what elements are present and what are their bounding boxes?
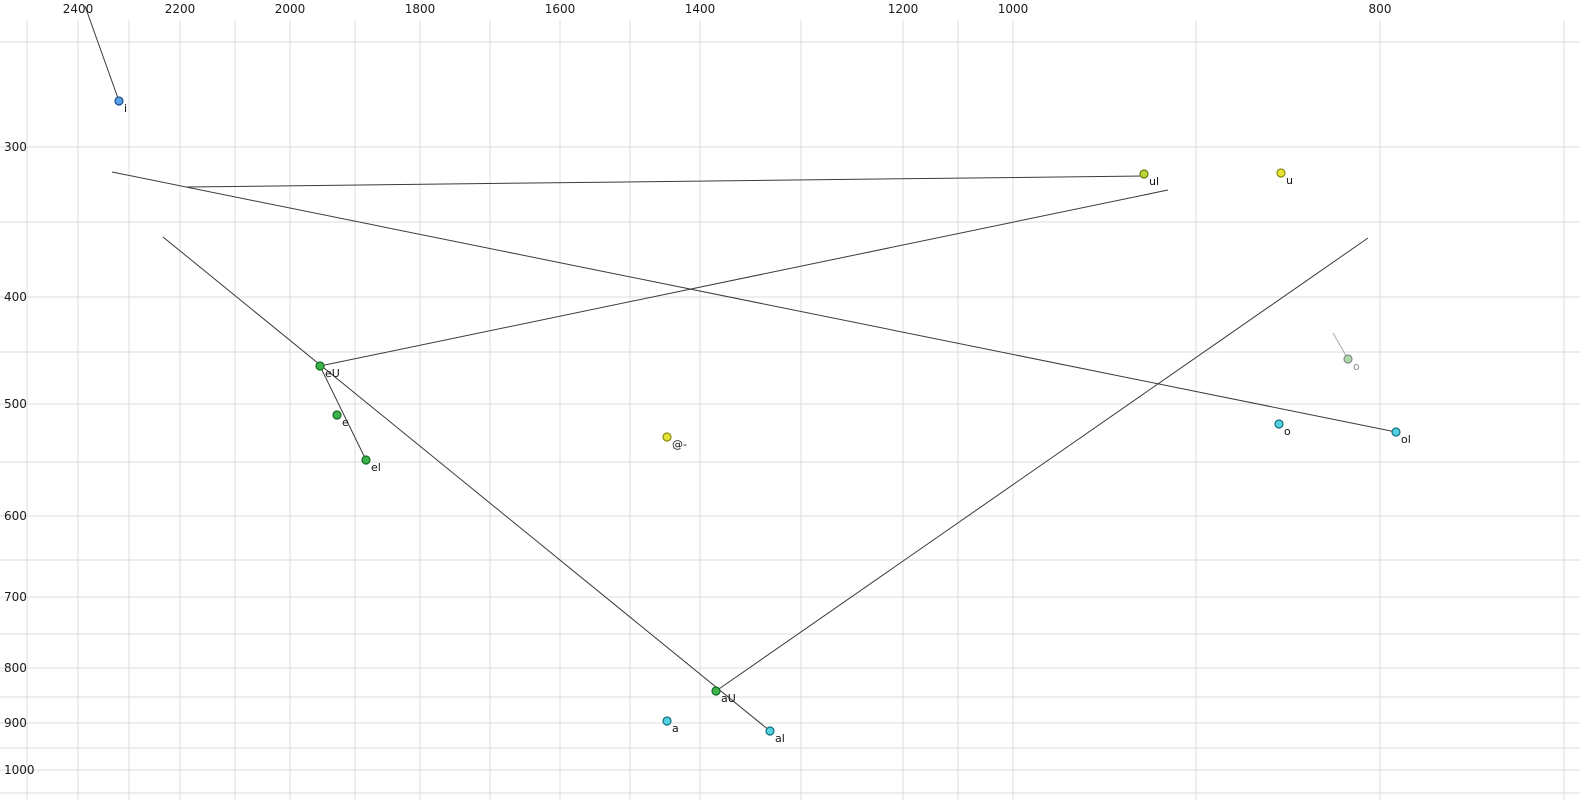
data-point-label-a: a [672,722,679,735]
trajectory-line-to-ol [111,171,1397,433]
data-point-ol[interactable] [1391,427,1401,437]
data-point-label-u: u [1286,174,1293,187]
y-tick-label-600: 600 [4,509,27,523]
data-point-label-o: o [1284,425,1291,438]
y-tick-label-800: 800 [4,661,27,675]
data-point-label-o-faded: o [1353,360,1360,373]
y-tick-label-400: 400 [4,290,27,304]
x-tick-label-1200: 1200 [888,2,919,16]
data-point-u[interactable] [1276,168,1286,178]
trajectory-line-eU-upright [319,189,1169,367]
data-point-i[interactable] [114,96,124,106]
trajectory-line-through-aU-al [162,236,771,732]
trajectory-line-to-o-faded [1332,332,1349,360]
data-point-el[interactable] [361,455,371,465]
x-tick-label-2000: 2000 [275,2,306,16]
x-tick-label-1000: 1000 [998,2,1029,16]
data-point-a[interactable] [662,716,672,726]
data-point-schwa[interactable] [662,432,672,442]
data-point-o[interactable] [1274,419,1284,429]
data-point-o-faded[interactable] [1343,354,1353,364]
y-tick-label-1000: 1000 [4,763,35,777]
x-tick-label-2400: 2400 [63,2,94,16]
x-tick-label-1600: 1600 [545,2,576,16]
data-point-label-schwa: @- [672,438,687,451]
x-tick-label-1800: 1800 [405,2,436,16]
x-tick-label-800: 800 [1369,2,1392,16]
data-point-label-ul: ul [1149,175,1159,188]
y-tick-label-900: 900 [4,716,27,730]
y-tick-label-500: 500 [4,397,27,411]
x-tick-label-1400: 1400 [685,2,716,16]
y-tick-label-700: 700 [4,590,27,604]
data-point-eU[interactable] [315,361,325,371]
y-tick-label-300: 300 [4,140,27,154]
data-point-label-ol: ol [1401,433,1411,446]
data-point-e[interactable] [332,410,342,420]
trajectory-line-eU-el [319,365,367,461]
data-point-label-al: al [775,732,785,745]
data-point-ul[interactable] [1139,169,1149,179]
data-point-label-eU: eU [325,367,340,380]
data-point-al[interactable] [765,726,775,736]
trajectory-line-aU-upright [715,237,1369,692]
data-point-label-el: el [371,461,381,474]
data-point-label-aU: aU [721,692,736,705]
data-point-aU[interactable] [711,686,721,696]
trajectory-line-to-i [84,5,120,102]
trajectory-line-to-ul [186,175,1145,188]
data-point-label-i: i [124,102,127,115]
x-tick-label-2200: 2200 [165,2,196,16]
data-point-label-e: e [342,416,349,429]
